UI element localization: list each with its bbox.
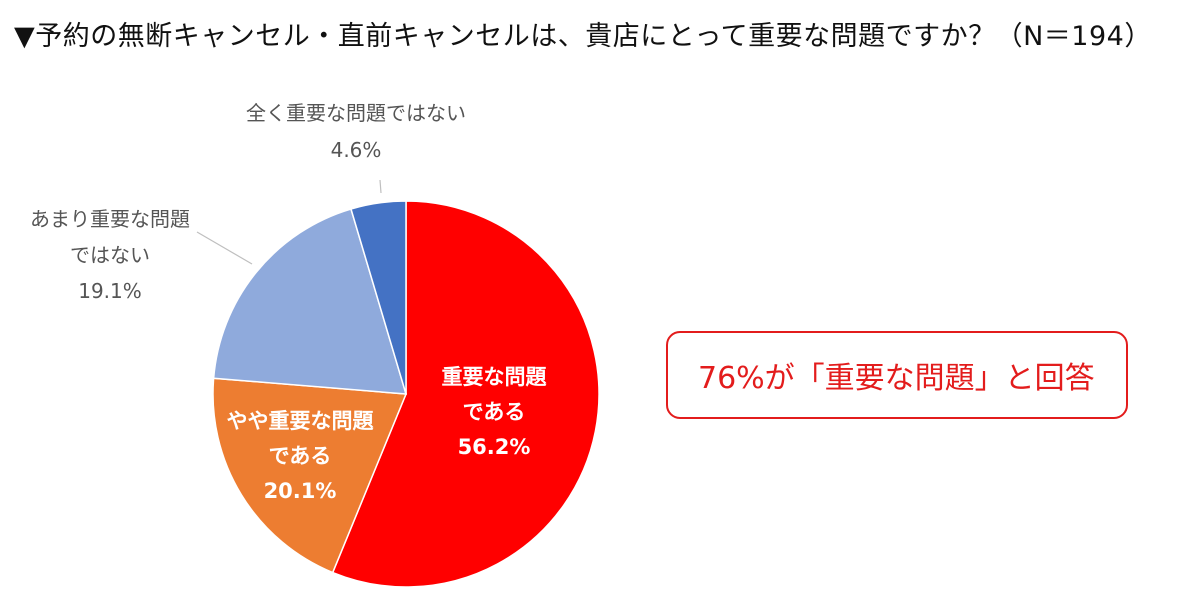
summary-callout: 76%が「重要な問題」と回答 [666, 331, 1128, 419]
slice-category-label: 重要な問題 [442, 365, 548, 389]
slice-category-label: である [269, 444, 332, 468]
slice-category-label: 全く重要な問題ではない [246, 101, 466, 125]
slice-labels: 重要な問題である56.2%やや重要な問題である20.1%あまり重要な問題ではない… [30, 101, 547, 503]
pie-slice-not-important-at-all [350, 200, 407, 395]
leader-line-not-very-important [196, 231, 253, 265]
slice-value-label: 4.6% [331, 138, 382, 162]
slice-value-label: 56.2% [458, 435, 531, 459]
pie-slice-important [331, 200, 600, 588]
slice-category-label: やや重要な問題 [227, 409, 375, 433]
pie-slice-somewhat-important [212, 377, 408, 574]
slice-category-label: である [463, 400, 526, 424]
slice-label-not-important-at-all: 全く重要な問題ではない 4.6% [246, 101, 466, 162]
leader-line-not-important-at-all [379, 179, 382, 194]
slice-category-label: ではない [70, 243, 150, 267]
leader-lines [196, 179, 382, 265]
slice-category-label: あまり重要な問題 [30, 207, 190, 231]
slice-value-label: 19.1% [78, 279, 142, 303]
pie-slice-not-very-important [212, 208, 408, 395]
summary-callout-text: 76%が「重要な問題」と回答 [698, 361, 1095, 396]
chart-title: ▼予約の無断キャンセル・直前キャンセルは、貴店にとって重要な問題ですか？（N＝1… [14, 21, 1152, 52]
slice-value-label: 20.1% [264, 479, 337, 503]
pie-slices [212, 200, 600, 588]
